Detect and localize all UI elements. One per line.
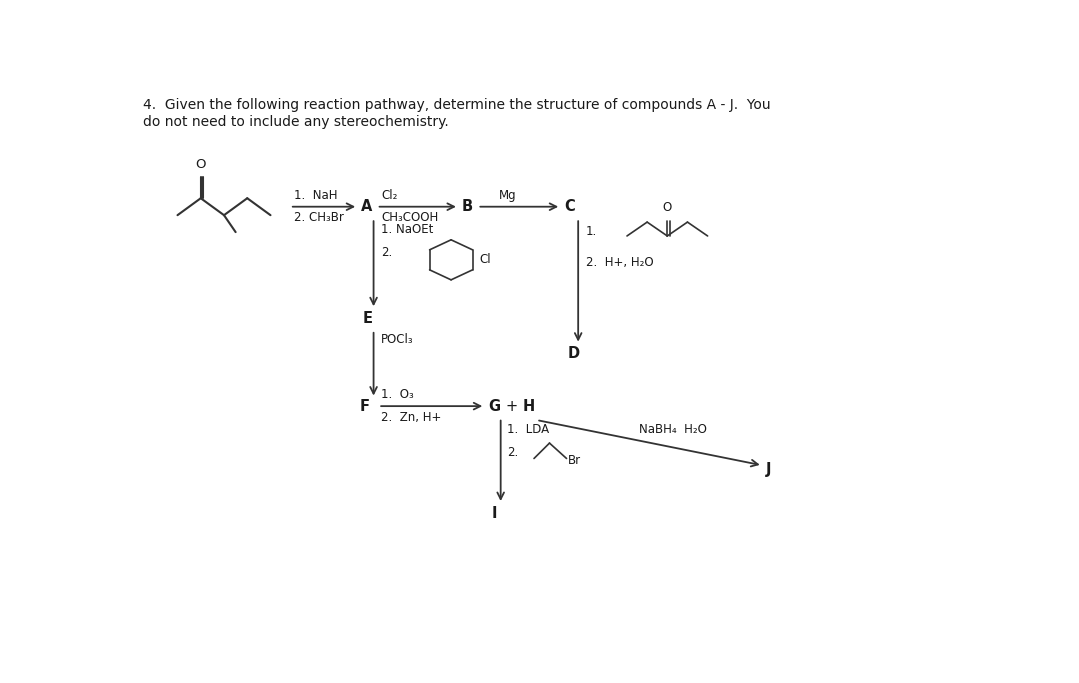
Text: 2.  H+, H₂O: 2. H+, H₂O bbox=[586, 255, 654, 268]
Text: J: J bbox=[766, 462, 771, 477]
Text: 1.  O₃: 1. O₃ bbox=[381, 388, 414, 401]
Text: A: A bbox=[361, 199, 372, 214]
Text: Cl₂: Cl₂ bbox=[381, 189, 398, 202]
Text: CH₃COOH: CH₃COOH bbox=[381, 211, 438, 224]
Text: D: D bbox=[568, 346, 579, 361]
Text: POCl₃: POCl₃ bbox=[381, 333, 414, 346]
Text: H: H bbox=[522, 399, 534, 414]
Text: 1. NaOEt: 1. NaOEt bbox=[381, 223, 434, 236]
Text: 4.  Given the following reaction pathway, determine the structure of compounds A: 4. Given the following reaction pathway,… bbox=[142, 98, 770, 112]
Text: 2.  Zn, H+: 2. Zn, H+ bbox=[381, 411, 441, 424]
Text: G: G bbox=[489, 399, 501, 414]
Text: I: I bbox=[491, 506, 496, 521]
Text: C: C bbox=[564, 199, 575, 214]
Text: 2.: 2. bbox=[507, 446, 518, 459]
Text: 2.: 2. bbox=[381, 246, 393, 259]
Text: 1.  NaH: 1. NaH bbox=[293, 189, 338, 202]
Text: 2. CH₃Br: 2. CH₃Br bbox=[293, 211, 343, 224]
Text: NaBH₄  H₂O: NaBH₄ H₂O bbox=[639, 423, 707, 436]
Text: Br: Br bbox=[569, 454, 582, 466]
Text: O: O bbox=[663, 201, 672, 214]
Text: 1.: 1. bbox=[586, 225, 597, 238]
Text: F: F bbox=[359, 399, 370, 414]
Text: E: E bbox=[363, 311, 372, 326]
Text: O: O bbox=[195, 158, 206, 171]
Text: B: B bbox=[462, 199, 473, 214]
Text: do not need to include any stereochemistry.: do not need to include any stereochemist… bbox=[142, 115, 449, 129]
Text: Cl: Cl bbox=[480, 253, 491, 266]
Text: 1.  LDA: 1. LDA bbox=[507, 423, 549, 436]
Text: +: + bbox=[505, 399, 518, 414]
Text: Mg: Mg bbox=[500, 189, 517, 202]
